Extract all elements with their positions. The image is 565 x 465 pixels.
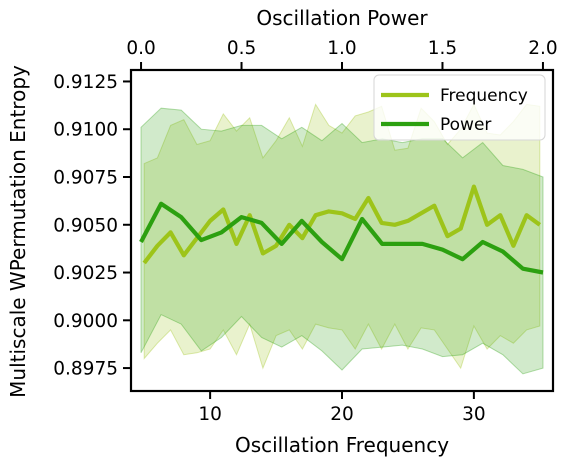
y-tick-label: 0.9125 bbox=[53, 72, 118, 93]
x-tick-label: 10 bbox=[198, 404, 222, 425]
band-power bbox=[140, 107, 544, 375]
line-power bbox=[139, 201, 544, 275]
x-axis-label: Oscillation Frequency bbox=[235, 433, 449, 457]
y-tick-label: 0.9050 bbox=[53, 215, 118, 236]
axis-ticks: 10 20 30 0.0 0.5 1.0 1.5 2.0 0.8975 0.9000 0.9025 0… bbox=[53, 38, 557, 425]
top-x-tick-label: 2.0 bbox=[528, 38, 557, 59]
band-frequency bbox=[143, 103, 541, 370]
y-tick-label: 0.9025 bbox=[53, 263, 118, 284]
series-lines bbox=[139, 184, 544, 275]
y-tick-label: 0.8975 bbox=[53, 359, 118, 380]
legend-label-frequency: Frequency bbox=[440, 86, 528, 106]
top-x-tick-label: 1.5 bbox=[428, 38, 457, 59]
y-tick-label: 0.9000 bbox=[53, 311, 118, 332]
top-x-tick-label: 1.0 bbox=[327, 38, 356, 59]
x-tick-label: 20 bbox=[330, 404, 354, 425]
top-axis-label: Oscillation Power bbox=[256, 6, 428, 30]
x-tick-label: 30 bbox=[462, 404, 486, 425]
top-x-tick-label: 0.0 bbox=[126, 38, 155, 59]
legend-label-power: Power bbox=[440, 115, 491, 135]
y-tick-label: 0.9100 bbox=[53, 120, 118, 141]
y-axis-label: Multiscale WPermutation Entropy bbox=[6, 65, 30, 398]
y-tick-label: 0.9075 bbox=[53, 168, 118, 189]
top-x-tick-label: 0.5 bbox=[227, 38, 256, 59]
confidence-bands bbox=[140, 103, 544, 375]
legend: Frequency Power bbox=[373, 74, 546, 141]
line-frequency bbox=[142, 184, 542, 265]
